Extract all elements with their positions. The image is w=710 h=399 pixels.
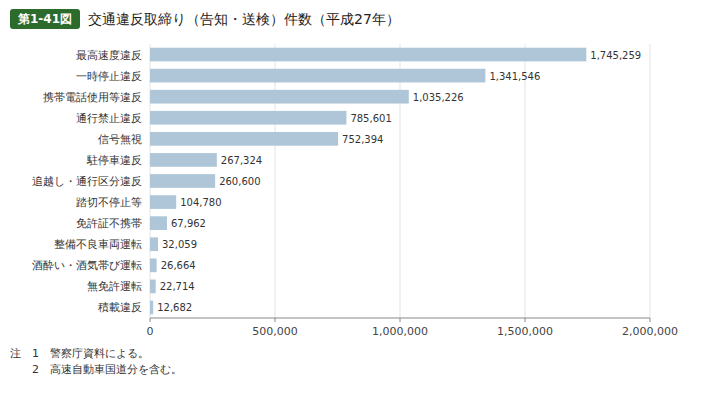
bar — [150, 174, 215, 188]
title: 交通違反取締り（告知・送検）件数（平成27年） — [88, 11, 400, 27]
subtitle: 第1-41図 — [17, 12, 72, 26]
chart: 第1-41図 交通違反取締り（告知・送検）件数（平成27年） 0 500,000 1,0… — [0, 0, 710, 399]
bar — [150, 195, 176, 209]
data-label: 32,059 — [162, 239, 197, 250]
axis-line — [150, 318, 650, 319]
bar — [150, 301, 153, 315]
category-label: 積載違反 — [98, 301, 142, 314]
tick-label: 0 — [147, 325, 154, 338]
category-label: 一時停止違反 — [76, 70, 142, 83]
category-label: 最高速度違反 — [76, 49, 142, 62]
bar — [150, 280, 156, 294]
bar — [150, 90, 409, 104]
bar — [150, 258, 157, 272]
data-label: 260,600 — [219, 176, 260, 187]
bar — [150, 153, 217, 167]
category-label: 追越し・通行区分違反 — [32, 175, 142, 188]
note: 2 高速自動車国道分を含む。 — [10, 363, 182, 376]
data-label: 104,780 — [180, 197, 221, 208]
note: 注 1 警察庁資料による。 — [10, 347, 149, 360]
tick-label: 2,000,000 — [622, 325, 678, 338]
category-label: 携帯電話使用等違反 — [43, 91, 142, 104]
data-label: 12,682 — [157, 302, 192, 313]
category-label: 整備不良車両運転 — [54, 238, 142, 251]
x-axis: 0 500,000 1,000,000 1,500,000 2,000,000 — [147, 318, 678, 338]
category-label: 踏切不停止等 — [76, 196, 142, 209]
tick-mark — [525, 318, 526, 322]
category-label: 駐停車違反 — [86, 154, 142, 167]
data-label: 1,035,226 — [413, 92, 464, 103]
category-label: 無免許運転 — [87, 280, 142, 293]
grid-line — [275, 44, 276, 318]
bar — [150, 237, 158, 251]
grid — [150, 44, 650, 318]
tick-label: 500,000 — [252, 325, 298, 338]
bar — [150, 111, 346, 125]
grid-line — [400, 44, 401, 318]
category-label: 信号無視 — [98, 133, 142, 146]
tick-mark — [275, 318, 276, 322]
tick-label: 1,000,000 — [372, 325, 428, 338]
grid-line — [650, 44, 651, 318]
bar — [150, 216, 167, 230]
bar — [150, 132, 338, 146]
tick-mark — [400, 318, 401, 322]
bar — [150, 48, 586, 62]
bar — [150, 69, 485, 83]
data-label: 752,394 — [342, 134, 383, 145]
tick-mark — [650, 318, 651, 322]
tick-mark — [150, 318, 151, 322]
tick-label: 1,500,000 — [497, 325, 553, 338]
data-label: 26,664 — [161, 260, 196, 271]
data-label: 785,601 — [350, 113, 391, 124]
bars — [150, 48, 586, 315]
data-label: 22,714 — [160, 281, 195, 292]
category-label: 通行禁止違反 — [76, 112, 142, 125]
category-label: 免許証不携帯 — [76, 217, 142, 230]
category-label: 酒酔い・酒気帯び運転 — [32, 259, 142, 272]
grid-line — [525, 44, 526, 318]
data-label: 1,745,259 — [590, 50, 641, 61]
labels: 最高速度違反 1,745,259 一時停止違反 1,341,546 携帯電話使用等違反 1… — [32, 49, 641, 315]
data-label: 267,324 — [221, 155, 262, 166]
data-label: 67,962 — [171, 218, 206, 229]
title-badge — [10, 9, 80, 29]
data-label: 1,341,546 — [489, 71, 540, 82]
